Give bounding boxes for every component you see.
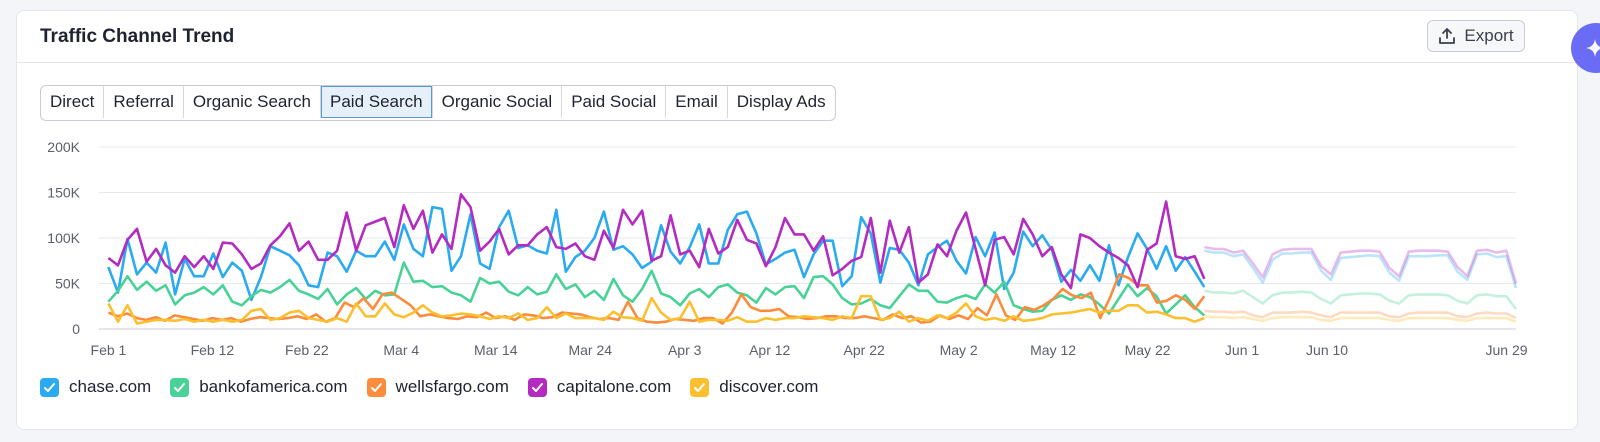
series-line [107, 205, 1206, 302]
checkbox-checked-icon[interactable] [690, 377, 710, 397]
series-forecast-line [1204, 249, 1518, 289]
tab-referral[interactable]: Referral [104, 86, 184, 118]
x-tick-label: Mar 14 [474, 342, 518, 358]
tab-organic-social[interactable]: Organic Social [433, 86, 563, 118]
legend-item[interactable]: bankofamerica.com [170, 377, 348, 397]
x-tick-label: Feb 12 [191, 342, 235, 358]
legend-label: bankofamerica.com [199, 377, 348, 396]
card-title: Traffic Channel Trend [40, 26, 235, 47]
tab-display-ads[interactable]: Display Ads [736, 92, 826, 111]
chart-legend: chase.com bankofamerica.com wellsfargo.com… [40, 377, 837, 397]
x-tick-label: Jun 29 [1486, 342, 1528, 358]
legend-label: wellsfargo.com [395, 377, 509, 396]
legend-label: discover.com [719, 377, 819, 396]
y-tick-label: 200K [47, 139, 80, 155]
traffic-channel-card: Traffic Channel Trend Export Direct Refe… [16, 10, 1578, 430]
x-tick-label: Feb 1 [91, 342, 127, 358]
x-tick-label: Feb 22 [285, 342, 329, 358]
legend-item[interactable]: capitalone.com [527, 377, 672, 397]
checkbox-checked-icon[interactable] [527, 377, 547, 397]
series-forecast-line [1204, 315, 1517, 323]
series-line [107, 273, 1206, 325]
tab-organic-search[interactable]: Organic Search [184, 86, 321, 118]
upload-icon [1438, 27, 1456, 45]
checkbox-checked-icon[interactable] [366, 377, 386, 397]
x-tick-label: Apr 12 [749, 342, 790, 358]
x-tick-label: Jun 1 [1225, 342, 1259, 358]
y-tick-label: 100K [47, 230, 80, 246]
x-tick-label: Apr 3 [668, 342, 702, 358]
legend-label: capitalone.com [556, 377, 672, 396]
x-tick-label: Jun 10 [1306, 342, 1348, 358]
legend-item[interactable]: chase.com [40, 377, 151, 397]
x-tick-label: Mar 4 [383, 342, 419, 358]
tab-paid-social[interactable]: Paid Social [562, 86, 667, 118]
x-tick-label: Apr 22 [844, 342, 885, 358]
checkbox-checked-icon[interactable] [40, 377, 59, 397]
series-forecast-line [1204, 289, 1518, 310]
tab-direct[interactable]: Direct [41, 86, 105, 118]
tab-paid-search[interactable]: Paid Search [321, 86, 433, 118]
y-tick-label: 150K [47, 185, 80, 201]
y-tick-label: 0 [72, 321, 80, 337]
series-line [107, 193, 1206, 290]
channel-tabs: Direct Referral Organic Search Paid Sear… [40, 85, 836, 121]
x-tick-label: May 22 [1125, 342, 1171, 358]
export-label: Export [1464, 26, 1514, 45]
legend-label: chase.com [69, 377, 152, 396]
y-tick-label: 50K [55, 276, 81, 292]
checkbox-checked-icon[interactable] [170, 377, 190, 397]
x-tick-label: May 12 [1030, 342, 1076, 358]
legend-item[interactable]: discover.com [690, 377, 818, 397]
legend-item[interactable]: wellsfargo.com [366, 377, 509, 397]
x-tick-label: May 2 [940, 342, 978, 358]
series-line [107, 294, 1205, 325]
x-tick-label: Mar 24 [568, 342, 612, 358]
card-header: Traffic Channel Trend Export [17, 11, 1577, 63]
series-forecast-line [1204, 309, 1517, 320]
traffic-line-chart: 0 50K 100K 150K 200K Feb 1 Feb 12 Feb 22 Mar 4 Ma… [47, 139, 1528, 358]
series-line [107, 261, 1206, 317]
series-forecast-line [1204, 245, 1518, 284]
tab-email[interactable]: Email [666, 86, 728, 118]
export-button[interactable]: Export [1427, 20, 1525, 52]
